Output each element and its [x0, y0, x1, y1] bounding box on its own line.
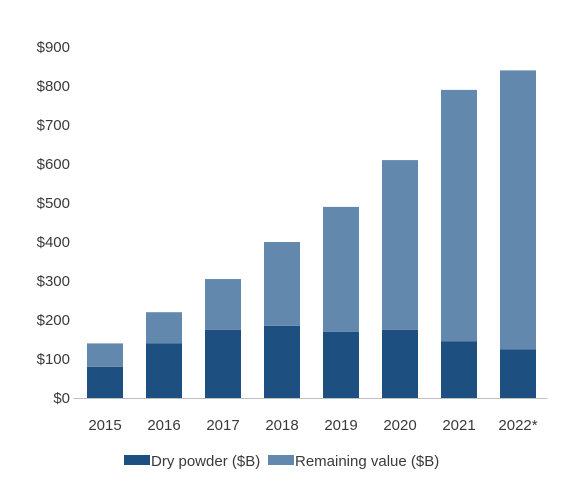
x-tick-label: 2017 [206, 417, 239, 434]
y-tick-label: $500 [37, 195, 70, 212]
bars [87, 70, 536, 398]
y-tick-label: $700 [37, 117, 70, 134]
bar-dry-powder [382, 329, 418, 398]
bar-remaining-value [264, 242, 300, 326]
y-tick-label: $800 [37, 78, 70, 95]
y-tick-label: $100 [37, 351, 70, 368]
y-tick-label: $0 [53, 390, 70, 407]
x-tick-label: 2021 [442, 417, 475, 434]
legend-swatch [268, 455, 294, 465]
x-tick-label: 2015 [88, 417, 121, 434]
legend-swatch [124, 455, 150, 465]
y-tick-label: $400 [37, 234, 70, 251]
bar-dry-powder [500, 349, 536, 398]
bar-dry-powder [146, 343, 182, 398]
x-tick-label: 2020 [383, 417, 416, 434]
bar-remaining-value [87, 343, 123, 367]
y-tick-label: $900 [37, 39, 70, 56]
bar-dry-powder [87, 366, 123, 398]
x-tick-label: 2016 [147, 417, 180, 434]
bar-remaining-value [500, 70, 536, 350]
bar-dry-powder [323, 331, 359, 398]
x-axis: 2015 2016 2017 2018 2019 2020 2021 2022* [73, 398, 548, 434]
x-tick-label: 2022* [498, 417, 537, 434]
y-tick-label: $200 [37, 312, 70, 329]
x-tick-label: 2018 [265, 417, 298, 434]
bar-dry-powder [264, 325, 300, 398]
bar-dry-powder [441, 341, 477, 398]
legend-label: Remaining value ($B) [295, 453, 439, 470]
y-tick-label: $300 [37, 273, 70, 290]
legend-label: Dry powder ($B) [151, 453, 260, 470]
bar-remaining-value [205, 279, 241, 330]
y-axis: $0 $100 $200 $300 $400 $500 $600 $700 $800 $900 [37, 39, 70, 407]
bar-remaining-value [323, 206, 359, 332]
bar-remaining-value [441, 89, 477, 342]
legend: Dry powder ($B) Remaining value ($B) [124, 453, 439, 470]
bar-dry-powder [205, 329, 241, 398]
y-tick-label: $600 [37, 156, 70, 173]
x-tick-label: 2019 [324, 417, 357, 434]
bar-remaining-value [146, 312, 182, 344]
bar-remaining-value [382, 160, 418, 330]
